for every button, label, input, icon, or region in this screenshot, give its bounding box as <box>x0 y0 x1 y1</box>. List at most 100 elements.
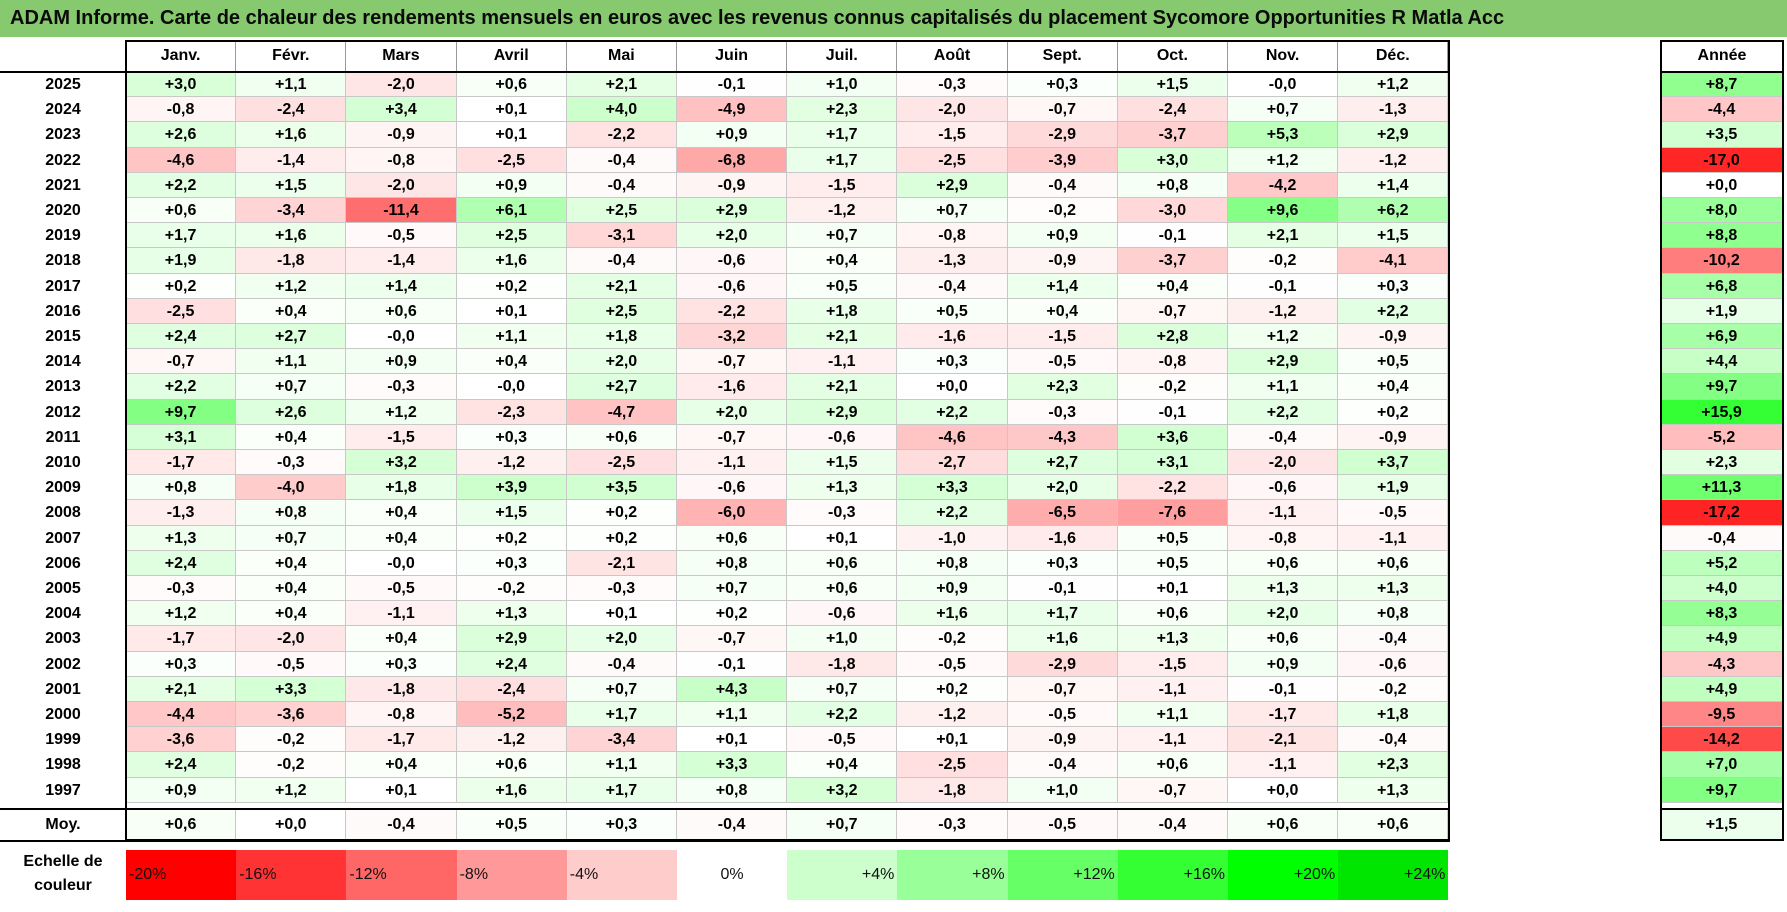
heatmap-cell: -3,2 <box>677 324 788 350</box>
heatmap-cell: -2,1 <box>1228 727 1339 753</box>
heatmap-cell: -0,7 <box>677 349 788 375</box>
heatmap-cell: -1,8 <box>236 248 347 274</box>
heatmap-cell: +1,6 <box>897 601 1008 627</box>
heatmap-cell: +2,8 <box>1117 324 1228 350</box>
heatmap-cell: +0,1 <box>456 97 567 123</box>
heatmap-cell: -0,1 <box>677 72 788 98</box>
heatmap-cell: +2,5 <box>566 198 677 224</box>
heatmap-cell: -2,7 <box>897 450 1008 476</box>
heatmap-cell: -0,7 <box>1007 97 1118 123</box>
heatmap-cell: -4,6 <box>897 424 1008 450</box>
heatmap-cell: -0,3 <box>566 576 677 602</box>
heatmap-cell: -0,4 <box>566 248 677 274</box>
row-year-label: 2014 <box>45 353 81 371</box>
row-year-label: 2018 <box>45 252 81 270</box>
heatmap-cell: +3,1 <box>1117 450 1228 476</box>
heatmap-cell: -0,0 <box>346 550 457 576</box>
heatmap-cell: -1,2 <box>456 450 567 476</box>
heatmap-cell: +0,8 <box>1117 172 1228 198</box>
color-scale-stop: -16% <box>236 850 347 900</box>
heatmap-cell: -0,9 <box>1338 424 1449 450</box>
annual-return-cell: +15,9 <box>1661 399 1783 425</box>
heatmap-cell: -0,5 <box>897 651 1008 677</box>
heatmap-cell: +0,9 <box>677 122 788 148</box>
heatmap-cell: -0,0 <box>456 374 567 400</box>
heatmap-cell: +0,4 <box>787 248 898 274</box>
annual-return-cell: +4,0 <box>1661 576 1783 602</box>
heatmap-cell: +3,3 <box>897 475 1008 501</box>
heatmap-cell: +2,6 <box>126 122 237 148</box>
annual-return-cell: +8,3 <box>1661 601 1783 627</box>
color-scale-stop: +20% <box>1228 850 1339 900</box>
heatmap-cell: +0,5 <box>1117 525 1228 551</box>
heatmap-cell: +0,2 <box>456 273 567 299</box>
bottom-separator <box>0 840 1451 842</box>
heatmap-cell: +2,4 <box>456 651 567 677</box>
heatmap-cell: +0,4 <box>236 576 347 602</box>
heatmap-cell: -2,5 <box>456 147 567 173</box>
annual-return-cell: +7,0 <box>1661 752 1783 778</box>
heatmap-cell: -0,9 <box>677 172 788 198</box>
heatmap-cell: +0,4 <box>236 601 347 627</box>
heatmap-cell: +1,3 <box>1338 576 1449 602</box>
heatmap-cell: +2,9 <box>787 399 898 425</box>
heatmap-cell: +1,2 <box>1338 72 1449 98</box>
heatmap-cell: -0,9 <box>1338 324 1449 350</box>
heatmap-cell: -0,2 <box>236 727 347 753</box>
heatmap-cell: -2,2 <box>677 298 788 324</box>
heatmap-cell: -0,5 <box>346 576 457 602</box>
heatmap-cell: -1,2 <box>1338 147 1449 173</box>
annual-return-cell: +0,0 <box>1661 172 1783 198</box>
heatmap-cell: +1,5 <box>236 172 347 198</box>
heatmap-cell: +1,3 <box>1228 576 1339 602</box>
heatmap-cell: +4,0 <box>566 97 677 123</box>
row-year-label: 2012 <box>45 403 81 421</box>
heatmap-cell: -1,6 <box>1007 525 1118 551</box>
heatmap-cell: -1,7 <box>126 626 237 652</box>
heatmap-cell: +0,4 <box>1007 298 1118 324</box>
heatmap-cell: -0,7 <box>677 424 788 450</box>
heatmap-cell: +0,6 <box>787 550 898 576</box>
annual-return-cell: +4,9 <box>1661 626 1783 652</box>
heatmap-cell: -1,5 <box>897 122 1008 148</box>
heatmap-cell: +0,6 <box>346 298 457 324</box>
heatmap-cell: -1,1 <box>1228 752 1339 778</box>
heatmap-cell: +2,9 <box>897 172 1008 198</box>
heatmap-cell: -2,0 <box>346 172 457 198</box>
heatmap-cell: +0,2 <box>456 525 567 551</box>
heatmap-cell: +6,1 <box>456 198 567 224</box>
heatmap-cell: +1,5 <box>1117 72 1228 98</box>
heatmap-cell: +0,6 <box>456 752 567 778</box>
heatmap-cell: +1,3 <box>126 525 237 551</box>
heatmap-cell: +6,2 <box>1338 198 1449 224</box>
heatmap-cell: +0,0 <box>897 374 1008 400</box>
heatmap-cell: -0,6 <box>787 424 898 450</box>
heatmap-cell: +9,7 <box>126 399 237 425</box>
heatmap-cell: -3,1 <box>566 223 677 249</box>
heatmap-cell: +0,5 <box>897 298 1008 324</box>
heatmap-cell: -0,2 <box>1117 374 1228 400</box>
heatmap-cell: +0,4 <box>346 500 457 526</box>
year-column-header: Année <box>1697 47 1747 64</box>
row-year-label: 2022 <box>45 151 81 169</box>
heatmap-cell: +0,2 <box>897 676 1008 702</box>
heatmap-cell: -0,2 <box>456 576 567 602</box>
row-year-label: 2000 <box>45 706 81 723</box>
annual-return-cell: +9,7 <box>1661 777 1783 803</box>
heatmap-cell: +0,8 <box>126 475 237 501</box>
heatmap-cell: -2,5 <box>126 298 237 324</box>
heatmap-cell: -3,6 <box>126 727 237 753</box>
row-year-label: 2011 <box>45 428 81 446</box>
heatmap-cell: -2,4 <box>236 97 347 123</box>
annual-return-cell: +2,3 <box>1661 450 1783 476</box>
heatmap-cell: +2,2 <box>897 399 1008 425</box>
color-scale-stop: +12% <box>1007 850 1118 900</box>
heatmap-cell: +0,6 <box>566 424 677 450</box>
heatmap-cell: +3,2 <box>787 777 898 803</box>
heatmap-cell: -1,1 <box>346 601 457 627</box>
heatmap-cell: -1,4 <box>236 147 347 173</box>
annual-return-cell: -4,3 <box>1661 651 1783 677</box>
heatmap-cell: +0,4 <box>346 752 457 778</box>
heatmap-cell: +2,7 <box>566 374 677 400</box>
annual-return-cell: +9,7 <box>1661 374 1783 400</box>
